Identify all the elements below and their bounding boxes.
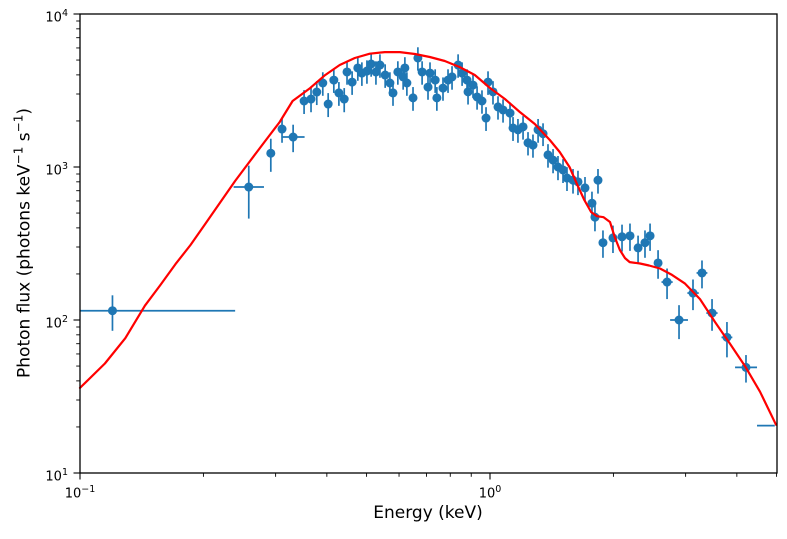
data-point-marker xyxy=(598,238,608,248)
y-tick-label: 103 xyxy=(45,161,68,179)
y-tick-label: 101 xyxy=(45,467,68,485)
data-point-marker xyxy=(645,231,655,241)
data-point-marker xyxy=(380,70,390,80)
data-point-marker xyxy=(462,75,472,85)
data-point-marker xyxy=(477,96,487,106)
data-point-marker xyxy=(371,67,381,77)
axes-frame xyxy=(79,13,778,474)
data-point-marker xyxy=(366,59,376,69)
data-point-marker xyxy=(334,88,344,98)
data-point-marker xyxy=(528,140,538,150)
data-point-marker xyxy=(468,80,478,90)
data-point-marker xyxy=(617,232,627,242)
y-axis-label-text3: ) xyxy=(14,108,35,115)
data-point-marker xyxy=(463,87,473,97)
data-point-marker xyxy=(697,268,707,278)
data-point-marker xyxy=(518,122,528,132)
data-point-marker xyxy=(481,113,491,123)
data-point-marker xyxy=(457,68,467,78)
data-point-marker xyxy=(425,68,435,78)
data-point-marker xyxy=(318,78,328,88)
data-point-marker xyxy=(593,175,603,185)
data-point-marker xyxy=(423,82,433,92)
data-point-marker xyxy=(432,93,442,103)
data-point-marker xyxy=(402,78,412,88)
data-point-marker xyxy=(323,99,333,109)
data-point-marker xyxy=(590,212,600,222)
data-point-marker xyxy=(388,88,398,98)
data-point-marker xyxy=(430,75,440,85)
data-point-marker xyxy=(580,183,590,193)
data-point-marker xyxy=(662,277,672,287)
y-tick-label: 104 xyxy=(45,8,68,26)
data-point-marker xyxy=(633,243,643,253)
data-point-marker xyxy=(339,94,349,104)
data-point-marker xyxy=(625,231,635,241)
x-tick-label: 100 xyxy=(478,484,502,502)
data-point-marker xyxy=(288,132,298,142)
data-point-marker xyxy=(107,306,117,316)
data-point-marker xyxy=(505,108,515,118)
data-point-marker xyxy=(306,94,316,104)
data-point-marker xyxy=(375,60,385,70)
data-point-marker xyxy=(299,96,309,106)
data-point-marker xyxy=(266,148,276,158)
y-axis-label: Photon flux (photons keV−1 s−1) xyxy=(12,108,35,378)
data-point-marker xyxy=(447,72,457,82)
data-point-marker xyxy=(438,83,448,93)
data-point-marker xyxy=(408,93,418,103)
model-curve xyxy=(78,51,778,426)
x-axis-label: Energy (keV) xyxy=(373,503,483,523)
data-point-marker xyxy=(640,238,650,248)
y-axis-label-exp2: −1 xyxy=(11,114,26,133)
data-point-marker xyxy=(558,165,568,175)
y-axis-label-text: Photon flux (photons keV xyxy=(14,164,35,378)
data-point-marker xyxy=(342,67,352,77)
data-point-marker xyxy=(587,198,597,208)
data-point-marker xyxy=(653,258,663,268)
y-tick-label: 102 xyxy=(45,314,68,332)
data-point-marker xyxy=(548,155,558,165)
data-point-marker xyxy=(329,75,339,85)
data-point-marker xyxy=(417,67,427,77)
data-point-marker xyxy=(674,315,684,325)
data-point-marker xyxy=(312,87,322,97)
data-point-marker xyxy=(347,77,357,87)
data-point-marker xyxy=(400,63,410,73)
y-axis-label-text2: s xyxy=(14,132,35,147)
data-point-marker xyxy=(277,124,287,134)
data-point-marker xyxy=(498,105,508,115)
data-point-marker xyxy=(244,182,254,192)
x-tick-label: 10−1 xyxy=(64,484,96,502)
data-point-marker xyxy=(362,66,372,76)
